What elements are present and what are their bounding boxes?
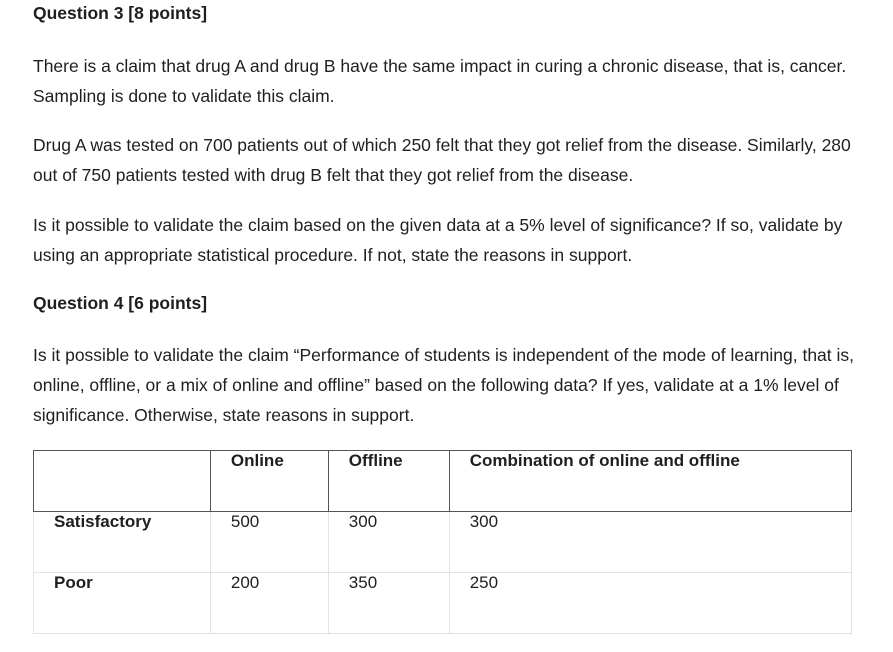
question-3-paragraph-1: There is a claim that drug A and drug B … <box>33 56 847 106</box>
table-row: Poor 200 350 250 <box>33 572 853 634</box>
table-header-row: Online Offline Combination of online and… <box>33 450 853 512</box>
question-4-paragraph-1: Is it possible to validate the claim “Pe… <box>33 345 855 425</box>
table-row: Satisfactory 500 300 300 <box>33 511 853 573</box>
table-header-cell <box>33 450 211 512</box>
table-cell: 200 <box>209 572 329 634</box>
table-header-cell: Combination of online and offline <box>448 450 853 512</box>
table-row-label: Satisfactory <box>33 511 211 573</box>
question-3-heading: Question 3 [8 points] <box>33 3 208 23</box>
table-cell: 350 <box>327 572 450 634</box>
question-3-paragraph-3: Is it possible to validate the claim bas… <box>33 215 843 265</box>
table-header-cell: Online <box>209 450 329 512</box>
question-4-heading: Question 4 [6 points] <box>33 293 208 313</box>
table-cell: 250 <box>448 572 853 634</box>
table-row-label: Poor <box>33 572 211 634</box>
performance-table: Online Offline Combination of online and… <box>33 450 853 634</box>
table-header-cell: Offline <box>327 450 450 512</box>
table-cell: 300 <box>327 511 450 573</box>
table-cell: 500 <box>209 511 329 573</box>
table-cell: 300 <box>448 511 853 573</box>
question-3-paragraph-2: Drug A was tested on 700 patients out of… <box>33 135 851 185</box>
